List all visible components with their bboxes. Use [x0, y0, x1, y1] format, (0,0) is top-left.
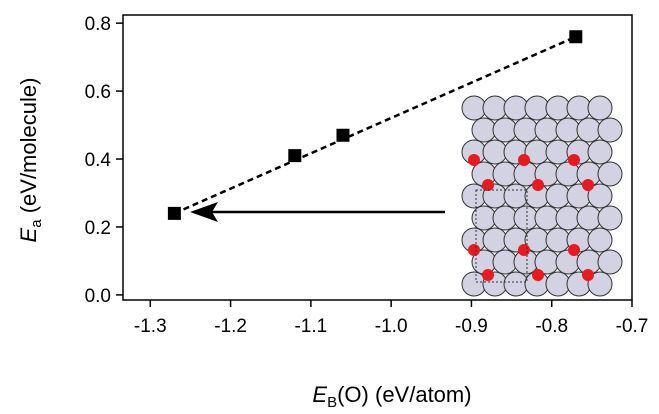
fit-line	[173, 35, 577, 215]
atom	[597, 205, 623, 231]
atom	[597, 249, 623, 275]
y-tick-label: 0.2	[85, 218, 111, 239]
data-point	[569, 30, 583, 44]
atom	[513, 205, 539, 231]
atom	[461, 183, 487, 209]
atom	[503, 183, 529, 209]
y-tick-label: 0.4	[85, 150, 112, 171]
x-tick-label: -1.3	[134, 316, 167, 337]
x-axis-label: EB(O) (eV/atom)	[312, 382, 471, 411]
oxygen-atom	[518, 154, 530, 166]
atom	[566, 95, 592, 121]
atom	[587, 183, 613, 209]
atom	[503, 271, 529, 297]
atom	[555, 117, 581, 143]
x-tick-label: -0.7	[616, 316, 649, 337]
x-label-sub: B	[327, 394, 337, 411]
y-label-main: E	[16, 227, 41, 242]
oxygen-atom	[568, 244, 580, 256]
y-label-rest: (eV/molecule)	[16, 78, 41, 220]
atom	[492, 161, 518, 187]
atom	[461, 95, 487, 121]
surface-inset	[461, 95, 623, 297]
oxygen-atom	[518, 244, 530, 256]
x-tick-label: -1.1	[294, 316, 327, 337]
atom	[482, 95, 508, 121]
atom	[471, 117, 497, 143]
x-tick-label: -0.9	[455, 316, 488, 337]
atom	[534, 117, 560, 143]
atom	[492, 117, 518, 143]
atom	[587, 227, 613, 253]
y-label-sub: a	[28, 219, 45, 228]
atom	[503, 95, 529, 121]
atom	[576, 117, 602, 143]
atom	[545, 227, 571, 253]
atom	[482, 227, 508, 253]
x-tick-label: -1.2	[214, 316, 247, 337]
x-tick-label: -0.8	[535, 316, 568, 337]
atom	[545, 183, 571, 209]
atom	[587, 95, 613, 121]
x-label-main: E	[312, 382, 327, 407]
atom	[597, 161, 623, 187]
data-point	[167, 206, 181, 220]
oxygen-atom	[482, 269, 494, 281]
unit-cell	[475, 189, 528, 283]
atom	[587, 139, 613, 165]
oxygen-atom	[582, 269, 594, 281]
data-point	[336, 128, 350, 142]
oxygen-atom	[582, 179, 594, 191]
y-tick-label: 0.0	[85, 286, 111, 307]
oxygen-atom	[468, 154, 480, 166]
atom	[524, 95, 550, 121]
x-tick-label: -1.0	[375, 316, 408, 337]
oxygen-atom	[468, 244, 480, 256]
arrow-head	[190, 202, 218, 222]
atom	[482, 139, 508, 165]
atom	[587, 271, 613, 297]
plot-frame	[122, 14, 633, 301]
atom	[545, 139, 571, 165]
atom	[492, 249, 518, 275]
atom	[597, 117, 623, 143]
atom	[576, 205, 602, 231]
oxygen-atom	[532, 179, 544, 191]
oxygen-atom	[568, 154, 580, 166]
y-axis-label: Ea (eV/molecule)	[16, 78, 45, 243]
atom	[492, 205, 518, 231]
oxygen-atom	[532, 269, 544, 281]
atom	[513, 117, 539, 143]
atom	[545, 95, 571, 121]
data-point	[288, 149, 302, 163]
atom	[555, 161, 581, 187]
oxygen-atom	[482, 179, 494, 191]
y-tick-label: 0.8	[85, 14, 111, 35]
atom	[534, 205, 560, 231]
atom	[555, 205, 581, 231]
atom	[545, 271, 571, 297]
y-tick-label: 0.6	[85, 82, 111, 103]
x-label-rest: (O) (eV/atom)	[337, 382, 471, 407]
